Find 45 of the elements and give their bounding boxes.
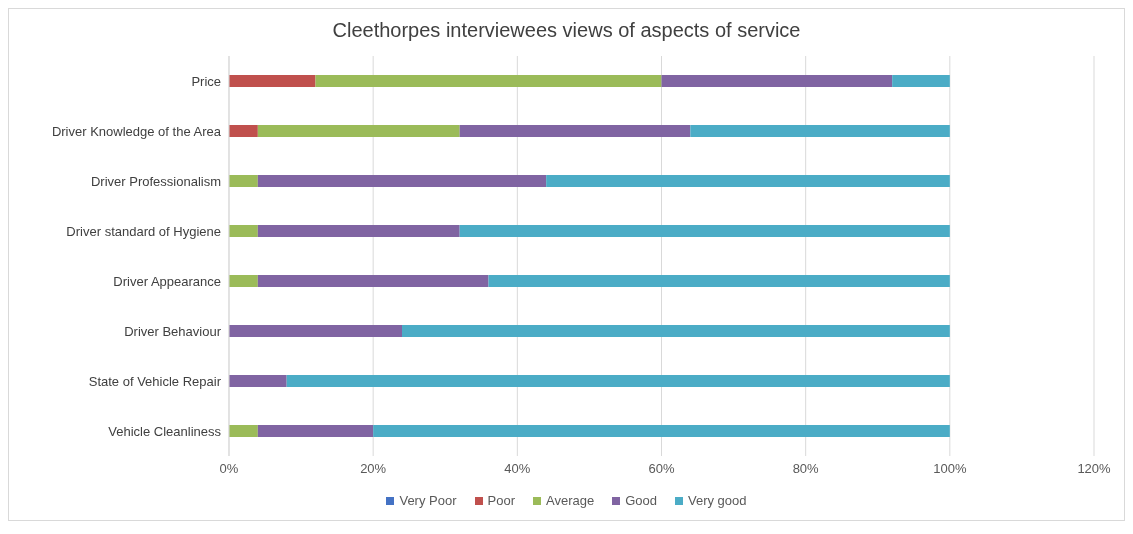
legend-label: Poor	[486, 493, 515, 508]
x-tick-label: 0%	[219, 461, 239, 477]
bar	[257, 425, 374, 437]
bar	[257, 175, 547, 187]
x-tick-label: 40%	[504, 461, 531, 477]
x-tick-label: 60%	[648, 461, 675, 477]
legend-label: Average	[545, 493, 595, 508]
y-tick-label: Vehicle Cleanliness	[108, 423, 222, 439]
y-tick-label: Driver Knowledge of the Area	[51, 123, 222, 139]
legend-label: Good	[624, 493, 657, 508]
bar	[229, 175, 258, 187]
y-tick-label: Driver Behaviour	[124, 323, 222, 339]
bar	[286, 375, 950, 387]
bar	[661, 75, 893, 87]
bar	[229, 325, 402, 337]
bar	[315, 75, 662, 87]
bar	[229, 125, 258, 137]
bar	[229, 225, 258, 237]
bar	[402, 325, 950, 337]
bar	[459, 125, 691, 137]
bar	[690, 125, 950, 137]
bar	[488, 275, 950, 287]
bar	[459, 225, 950, 237]
bar	[229, 275, 258, 287]
bar	[229, 75, 316, 87]
x-tick-label: 100%	[933, 461, 967, 477]
x-tick-label: 20%	[360, 461, 387, 477]
bar	[892, 75, 950, 87]
bar	[229, 425, 258, 437]
y-tick-label: State of Vehicle Repair	[88, 373, 222, 389]
y-tick-label: Price	[191, 73, 221, 89]
y-tick-label: Driver Professionalism	[90, 173, 221, 189]
y-tick-label: Driver standard of Hygiene	[66, 223, 221, 239]
bar	[257, 275, 489, 287]
bar	[257, 125, 460, 137]
bar	[546, 175, 950, 187]
legend-label: Very good	[687, 493, 747, 508]
bar	[257, 225, 460, 237]
legend-label: Very Poor	[398, 493, 457, 508]
bar	[229, 375, 287, 387]
bar	[373, 425, 950, 437]
chart-title: Cleethorpes interviewees views of aspects of service	[331, 19, 802, 42]
x-tick-label: 120%	[1077, 461, 1112, 477]
x-tick-label: 80%	[792, 461, 820, 477]
y-tick-label: Driver Appearance	[113, 273, 221, 289]
